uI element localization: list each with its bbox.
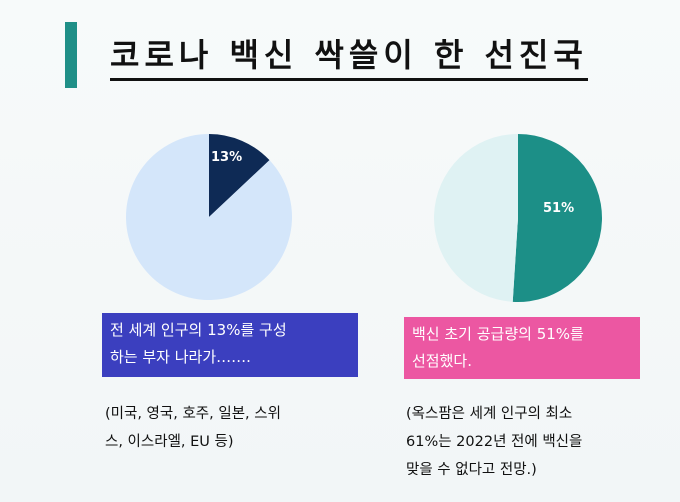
title-accent-bar: [65, 22, 77, 88]
country-list-line-1: (미국, 영국, 호주, 일본, 스위: [105, 406, 281, 422]
pie-1-slice-1: [433, 134, 518, 302]
pie-1-slice-0: [512, 134, 602, 302]
country-list-line-2: 스, 이스라엘, EU 등): [105, 434, 234, 450]
vaccine-supply-box: 백신 초기 공급량의 51%를 선점했다.: [404, 317, 640, 379]
pie-chart-right: 51%: [433, 134, 602, 302]
vaccine-supply-line-2: 선점했다.: [412, 352, 472, 370]
rich-countries-line-1: 전 세계 인구의 13%를 구성: [110, 321, 287, 339]
rich-countries-line-2: 하는 부자 나라가…….: [110, 348, 251, 366]
country-list-note: (미국, 영국, 호주, 일본, 스위 스, 이스라엘, EU 등): [105, 400, 355, 456]
oxfam-note-line-2: 61%는 2022년 전에 백신을: [406, 434, 583, 450]
oxfam-note: (옥스팜은 세계 인구의 최소 61%는 2022년 전에 백신을 맞을 수 없…: [406, 400, 666, 484]
pie-0-slice-0-label: 13%: [211, 150, 242, 165]
oxfam-note-line-1: (옥스팜은 세계 인구의 최소: [406, 406, 573, 422]
rich-countries-box: 전 세계 인구의 13%를 구성 하는 부자 나라가…….: [102, 313, 358, 377]
pie-0-slice-1: [125, 134, 292, 300]
pie-0-slice-0: [209, 134, 270, 217]
vaccine-supply-line-1: 백신 초기 공급량의 51%를: [412, 325, 584, 343]
pie-1-slice-0-label: 51%: [543, 201, 574, 216]
slide-title: 코로나 백신 싹쓸이 한 선진국: [110, 30, 588, 81]
oxfam-note-line-3: 맞을 수 없다고 전망.): [406, 462, 537, 478]
pie-chart-left: 13%: [125, 134, 292, 300]
